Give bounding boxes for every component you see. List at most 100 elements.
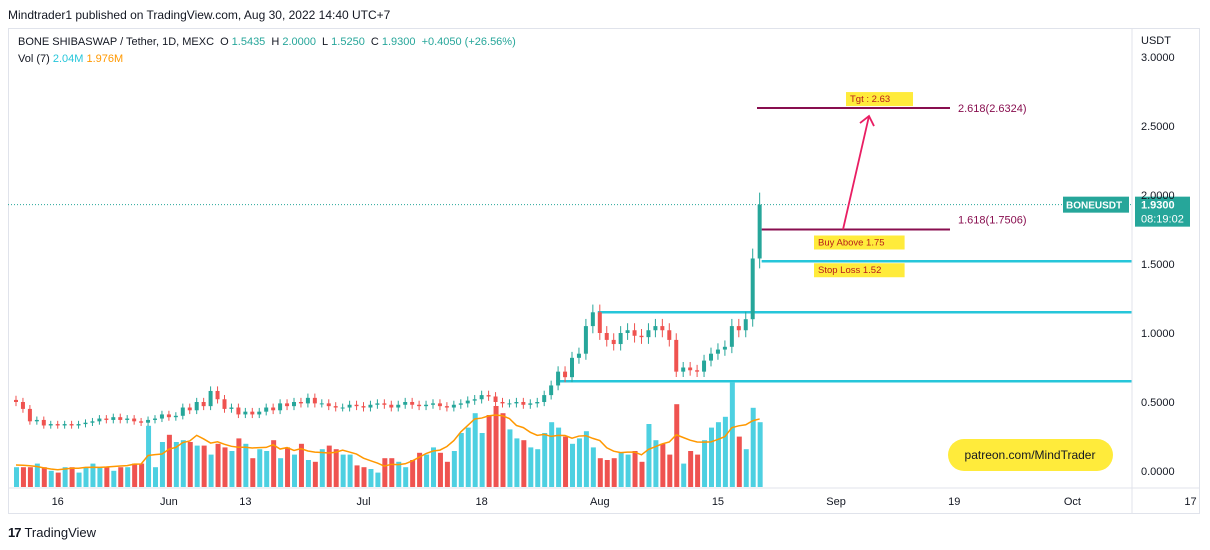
volume-bar [715, 422, 721, 487]
volume-bar [556, 427, 562, 487]
candle-body [20, 402, 25, 409]
candle-body [173, 415, 178, 418]
candle-body [702, 360, 707, 372]
candle-body [486, 395, 491, 397]
tradingview-logo[interactable]: 17 TradingView [8, 525, 96, 540]
candle-body [139, 421, 144, 423]
candle-body [688, 367, 693, 371]
candle-body [333, 406, 338, 408]
symbol-badge-bg [1063, 196, 1129, 213]
volume-bar [319, 449, 325, 487]
price-badge-bg [1135, 196, 1190, 227]
volume-bar [486, 415, 492, 487]
volume-bar [549, 422, 555, 487]
volume-bar [243, 443, 249, 487]
candle-body [389, 404, 394, 408]
volume-bar [382, 458, 388, 487]
volume-bar [215, 443, 221, 487]
volume-bar [347, 454, 353, 487]
candle-body [257, 411, 262, 415]
symbol-badge: BONEUSDT [1066, 201, 1122, 212]
candle-body [236, 407, 241, 415]
volume-value: 2.04M [52, 53, 84, 65]
candle-body [396, 404, 401, 408]
candle-body [618, 333, 623, 345]
candle-body [722, 346, 727, 350]
x-tick-label: Aug [590, 496, 610, 508]
candle-body [222, 399, 227, 409]
candle-body [549, 385, 554, 396]
candle-body [285, 403, 290, 407]
candle-body [41, 419, 46, 426]
volume-bar [55, 472, 61, 487]
candle-body [159, 414, 164, 419]
candle-body [132, 418, 137, 422]
volume-bar [722, 416, 728, 487]
volume-bar [757, 422, 763, 487]
candle-body [166, 414, 171, 418]
candle-body [354, 404, 359, 407]
price-badge: 1.9300 [1141, 200, 1175, 212]
volume-bar [639, 461, 645, 487]
candle-body [743, 319, 748, 331]
volume-bar [479, 433, 485, 487]
high-label: H [271, 36, 280, 48]
candle-body [278, 403, 283, 411]
candle-body [326, 403, 331, 407]
volume-bar [590, 447, 596, 487]
volume-bar [396, 461, 402, 487]
candle-body [201, 402, 206, 407]
candle-body [83, 422, 88, 425]
candle-body [646, 330, 651, 338]
candle-body [55, 424, 60, 426]
y-tick-label: 2.0000 [1141, 190, 1175, 202]
volume-bar [667, 454, 673, 487]
volume-bar [298, 443, 304, 487]
volume-bar [514, 438, 520, 487]
volume-bar [194, 445, 200, 487]
candle-body [750, 258, 755, 320]
volume-bar [305, 460, 311, 487]
candle-body [69, 424, 74, 426]
symbol-legend: BONE SHIBASWAP / Tether, 1D, MEXC O 1.543… [18, 36, 519, 48]
x-tick-label: Jul [356, 496, 370, 508]
patreon-link[interactable]: patreon.com/MindTrader [965, 448, 1096, 462]
volume-bar [535, 449, 541, 487]
target-tag-bg [846, 92, 913, 107]
patreon-bubble[interactable] [948, 439, 1113, 471]
candle-body [757, 204, 762, 259]
y-tick-label: 1.5000 [1141, 259, 1175, 271]
volume-bar [563, 436, 569, 487]
candle-body [403, 402, 408, 405]
volume-bar [125, 467, 131, 487]
candle-body [632, 330, 637, 336]
candle-body [479, 395, 484, 400]
volume-bar [264, 451, 270, 487]
volume-bar [90, 463, 96, 487]
brand-name: TradingView [24, 525, 97, 540]
candle-body [681, 367, 686, 372]
x-tick-label: 17 [1184, 496, 1196, 508]
candle-body [125, 418, 130, 420]
candle-body [570, 357, 574, 378]
volume-bar [437, 452, 443, 487]
volume-label[interactable]: Vol (7) [18, 53, 50, 65]
countdown-badge: 08:19:02 [1141, 214, 1184, 226]
candle-body [319, 403, 324, 405]
candle-body [431, 403, 435, 405]
candle-body [14, 399, 18, 402]
candle-body [542, 395, 547, 402]
volume-bar [27, 467, 33, 487]
volume-ma-value: 1.976M [86, 53, 124, 65]
volume-bar [222, 447, 228, 487]
volume-bar [76, 472, 82, 487]
candle-body [444, 406, 449, 408]
low-label: L [322, 36, 329, 48]
candle-body [34, 419, 39, 422]
volume-bar [451, 451, 457, 487]
symbol-name[interactable]: BONE SHIBASWAP / Tether, 1D, MEXC [18, 36, 215, 48]
tv-logo-icon: 17 [8, 525, 22, 540]
candle-body [347, 404, 352, 408]
volume-bar [34, 463, 40, 487]
